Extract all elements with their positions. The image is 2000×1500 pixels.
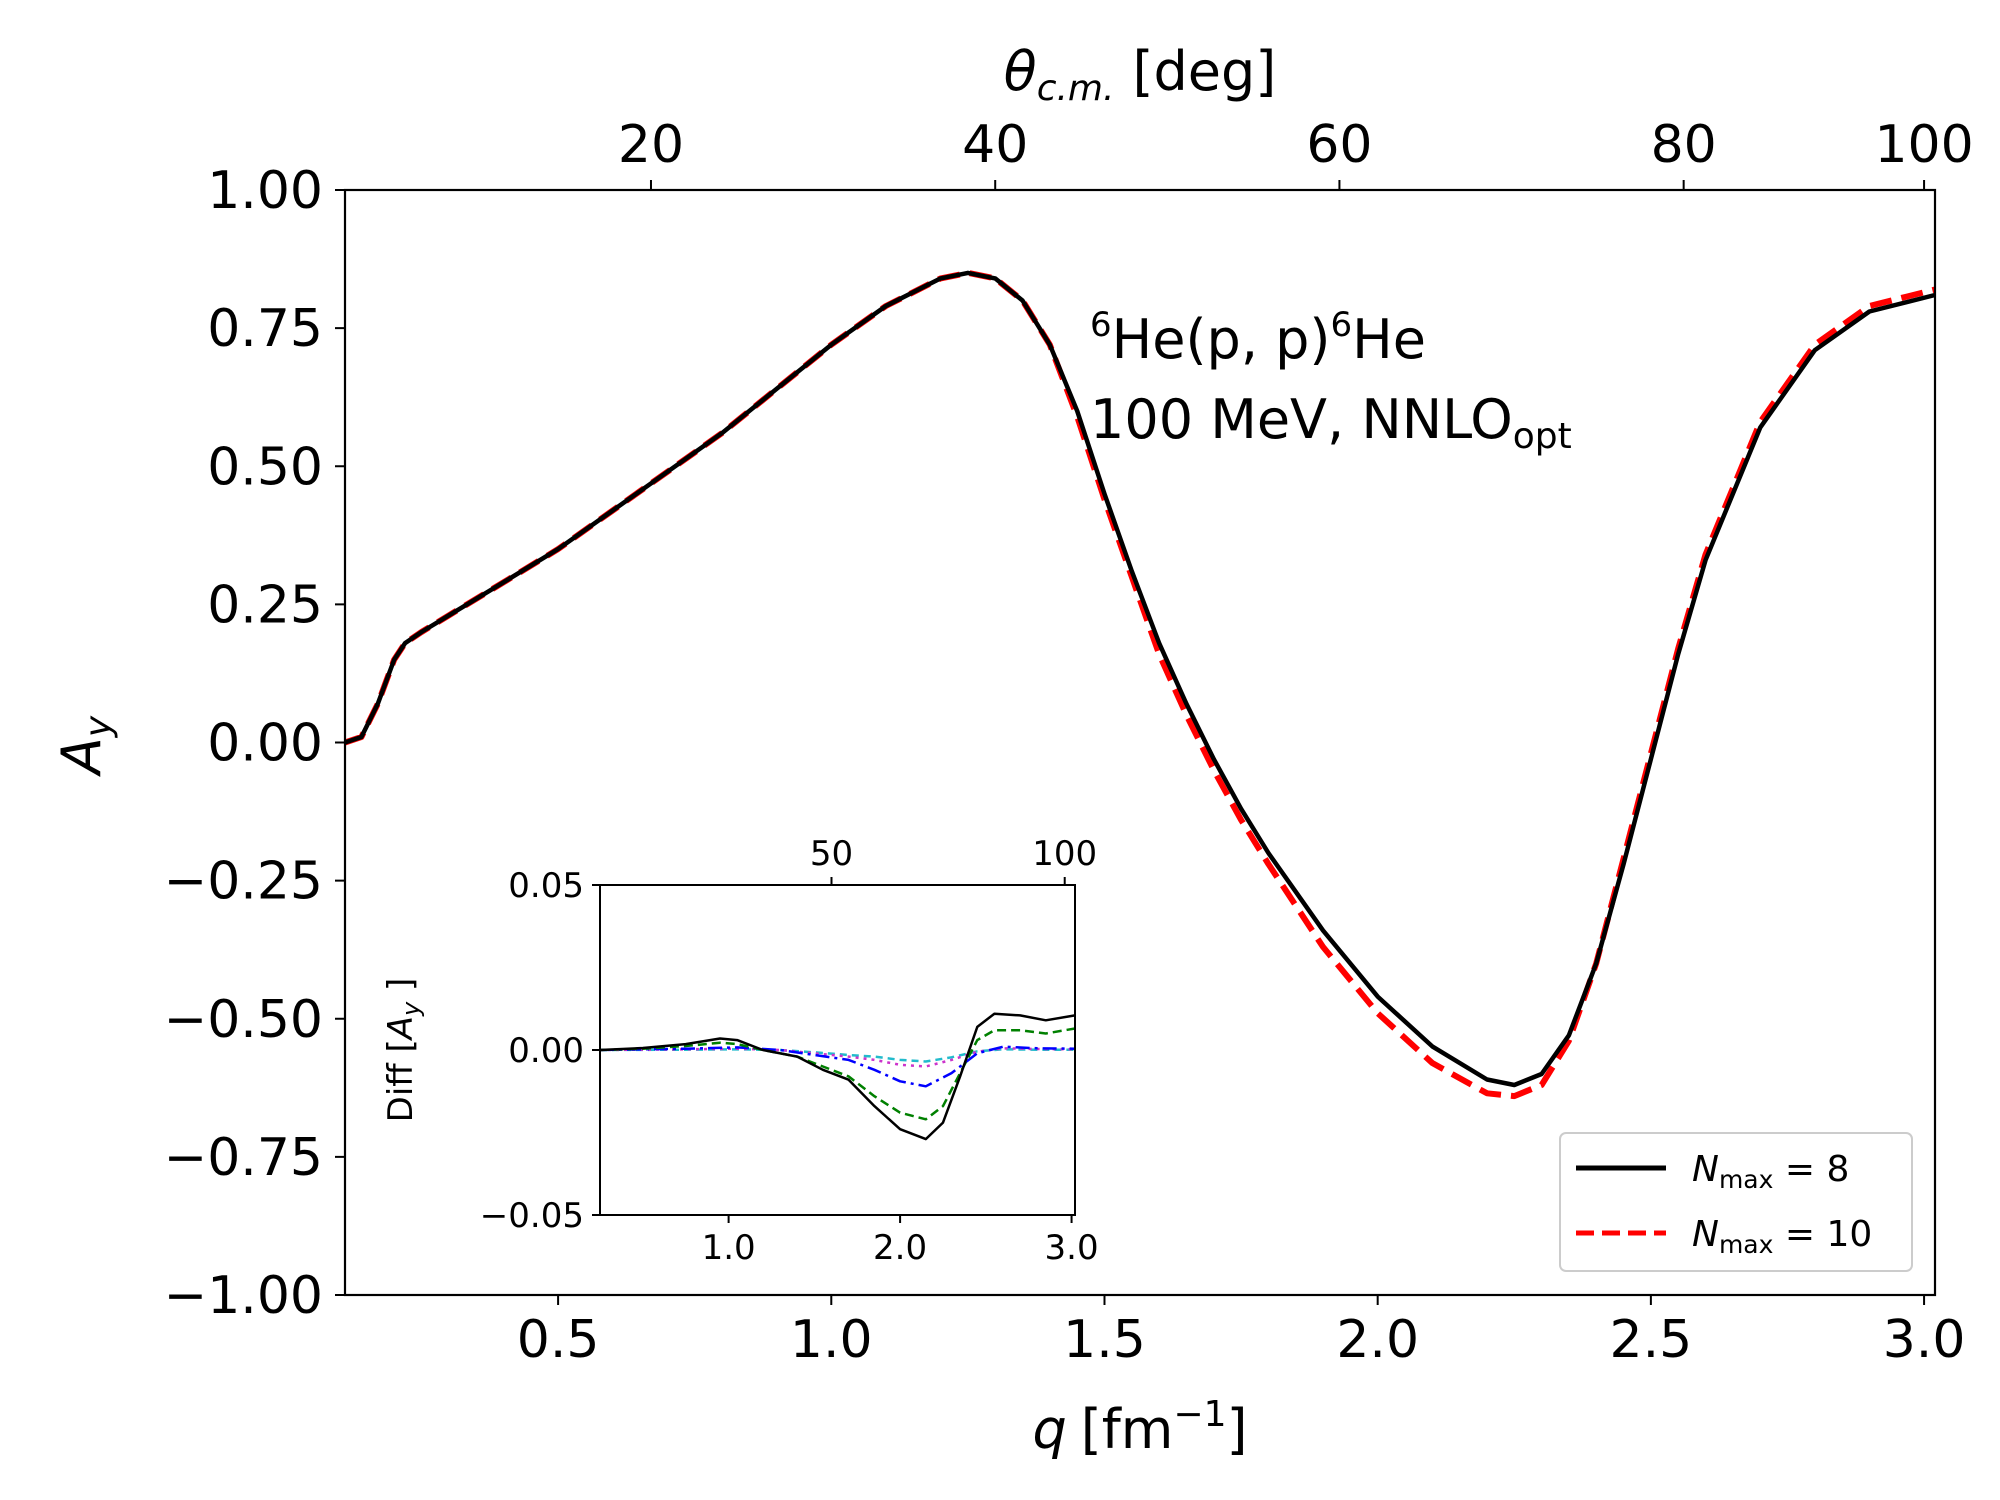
- annotation-reaction-end: He: [1352, 308, 1426, 371]
- legend-label-nmax10-rest: = 10: [1773, 1214, 1872, 1255]
- inset-x-tick-label: 1.0: [702, 1228, 756, 1268]
- top-axis-unit: [deg]: [1132, 40, 1276, 103]
- top-axis-symbol: θ: [1004, 40, 1037, 103]
- top-axis-title: θc.m. [deg]: [1004, 40, 1277, 109]
- y-tick-label: 1.00: [207, 161, 323, 221]
- inset-y-axis-title: Diff [Ay ]: [381, 978, 425, 1123]
- y-tick-label: −0.25: [164, 852, 323, 912]
- top-tick-label: 100: [1874, 115, 1973, 175]
- annotation-reaction: He(p, p): [1112, 308, 1331, 371]
- legend-label-nmax10-var: N: [1692, 1214, 1719, 1255]
- annotation-line1: 6He(p, p)6He: [1090, 305, 1426, 371]
- legend-label-nmax8: Nmax = 8: [1692, 1149, 1849, 1194]
- x-tick-label: 2.5: [1610, 1310, 1693, 1370]
- x-axis-symbol: q: [1032, 1398, 1066, 1461]
- y-tick-label: −0.50: [164, 990, 323, 1050]
- annotation-sub: opt: [1513, 416, 1572, 457]
- y-tick-label: −1.00: [164, 1266, 323, 1326]
- inset-y-tick-label: 0.05: [508, 866, 584, 906]
- inset-top-tick-label: 100: [1032, 834, 1097, 874]
- y-tick-label: −0.75: [164, 1128, 323, 1188]
- inset-top-tick-label: 50: [810, 834, 853, 874]
- main-ticks-group: 0.5 1.0 1.5 2.0 2.5 3.0 1.00 0.75 0.50 0.25 0.00 −0…: [164, 115, 1974, 1370]
- y-tick-label: 0.00: [207, 714, 323, 774]
- inset-y-tick-label: −0.05: [480, 1196, 584, 1236]
- main-series-group: [344, 269, 1936, 1100]
- inset-y-tick-label: 0.00: [508, 1031, 584, 1071]
- inset-x-tick-label: 3.0: [1045, 1228, 1099, 1268]
- legend-label-nmax8-var: N: [1692, 1149, 1719, 1190]
- inset-ylabel-prefix: Diff [: [381, 1039, 421, 1122]
- x-tick-label: 1.0: [790, 1310, 873, 1370]
- y-tick-label: 0.25: [207, 575, 323, 635]
- inset-ylabel-suffix: ]: [381, 978, 421, 1002]
- y-axis-symbol: A: [50, 737, 113, 777]
- x-tick-label: 0.5: [517, 1310, 600, 1370]
- x-axis-unit-close: ]: [1226, 1398, 1247, 1461]
- inset-background: [600, 885, 1075, 1215]
- legend-label-nmax8-sub: max: [1719, 1165, 1773, 1194]
- y-axis-title: Ay: [50, 715, 119, 777]
- top-tick-label: 40: [962, 115, 1028, 175]
- x-tick-label: 2.0: [1336, 1310, 1419, 1370]
- y-tick-label: 0.75: [207, 299, 323, 359]
- inset-series-nmax8: [599, 1012, 1076, 1141]
- y-axis-sub: y: [78, 715, 119, 738]
- legend: Nmax = 8 Nmax = 10: [1559, 1132, 1913, 1272]
- annotation-line2: 100 MeV, NNLOopt: [1090, 388, 1572, 457]
- legend-label-nmax10-sub: max: [1719, 1230, 1773, 1259]
- inset-ticks-group: 1.0 2.0 3.0 0.05 0.00 −0.05 50 100: [480, 834, 1099, 1268]
- legend-label-nmax8-rest: = 8: [1773, 1149, 1849, 1190]
- y-tick-label: 0.50: [207, 437, 323, 497]
- annotation-energy: 100 MeV, NNLO: [1090, 388, 1513, 451]
- inset-ylabel-sub: y: [397, 1001, 425, 1017]
- inset-ylabel-symbol: A: [381, 1016, 421, 1041]
- x-tick-label: 1.5: [1063, 1310, 1146, 1370]
- inset-series-inset_green: [599, 1027, 1076, 1121]
- inset-series-inset_blue: [599, 1045, 1076, 1088]
- x-axis-unit-open: [fm: [1081, 1398, 1174, 1461]
- inset-x-tick-label: 2.0: [873, 1228, 927, 1268]
- annotation-sup-right: 6: [1331, 305, 1353, 345]
- top-tick-label: 60: [1306, 115, 1372, 175]
- top-tick-label: 20: [618, 115, 684, 175]
- x-tick-label: 3.0: [1883, 1310, 1966, 1370]
- series-line-nmax8: [344, 270, 1936, 1088]
- x-axis-unit-sup: −1: [1173, 1394, 1226, 1435]
- legend-label-nmax10: Nmax = 10: [1692, 1214, 1872, 1259]
- annotation-sup-left: 6: [1090, 305, 1112, 345]
- top-axis-sub: c.m.: [1037, 68, 1115, 109]
- x-axis-title: q [fm−1]: [1032, 1394, 1247, 1461]
- top-tick-label: 80: [1651, 115, 1717, 175]
- inset-series-group: [599, 1012, 1076, 1141]
